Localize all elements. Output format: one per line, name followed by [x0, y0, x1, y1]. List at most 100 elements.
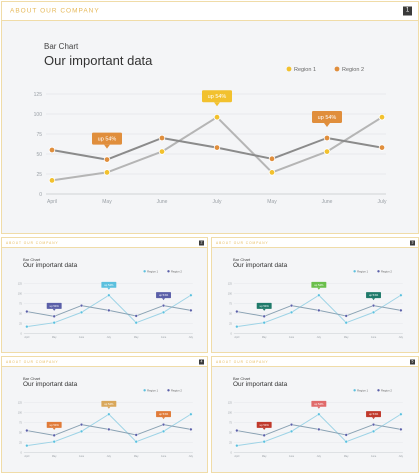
data-point [213, 113, 221, 121]
data-point [189, 293, 193, 297]
page-number: 4 [199, 359, 204, 364]
callout-pointer [107, 406, 111, 409]
y-tick-label: 50 [229, 432, 232, 435]
slide-5[interactable]: ABOUT OUR COMPANY 5 Bar Chart Our import… [211, 356, 419, 473]
data-point [189, 308, 193, 312]
callout-pointer [162, 298, 166, 301]
legend-marker [377, 389, 380, 392]
data-point [103, 169, 111, 176]
data-point [262, 314, 266, 318]
slide-header: ABOUT OUR COMPANY 4 [2, 357, 207, 367]
data-point [289, 423, 294, 427]
slide-4[interactable]: ABOUT OUR COMPANY 4 Bar Chart Our import… [1, 356, 208, 473]
data-point [289, 310, 294, 314]
x-tick-label: June [161, 455, 167, 458]
y-tick-label: 100 [18, 293, 23, 296]
y-tick-label: 75 [229, 303, 232, 306]
data-point [289, 429, 294, 433]
chart-title: Our important data [44, 53, 153, 68]
data-point [158, 148, 166, 155]
legend-label: Region 1 [357, 388, 368, 392]
page-number: 2 [199, 240, 204, 245]
data-point [371, 429, 376, 433]
legend-label: Region 2 [381, 269, 392, 273]
data-point [344, 433, 348, 437]
data-point [52, 314, 56, 318]
callout-bubble [156, 411, 171, 418]
callout-label: up 54% [314, 283, 324, 287]
callout-pointer [262, 308, 266, 311]
x-tick-label: May [134, 336, 139, 339]
x-tick-label: June [157, 199, 168, 205]
callout-bubble [256, 302, 272, 309]
callout-pointer [162, 417, 166, 420]
callout-pointer [317, 287, 321, 290]
data-point [317, 412, 321, 416]
y-tick-label: 25 [19, 322, 22, 325]
data-point [25, 309, 29, 314]
callout-pointer [317, 406, 321, 409]
data-point [134, 433, 138, 437]
callout-bubble [311, 281, 327, 288]
x-tick-label: July [399, 455, 404, 458]
y-tick-label: 100 [18, 412, 23, 415]
page-number: 5 [410, 359, 415, 364]
data-point [158, 134, 166, 142]
data-point [134, 314, 138, 318]
chart-subtitle: Bar Chart [23, 257, 41, 262]
callout-label: up 54% [104, 402, 114, 406]
section-label: ABOUT OUR COMPANY [6, 240, 59, 245]
data-point [48, 146, 56, 154]
legend-label: Region 1 [357, 269, 368, 273]
callout-bubble [156, 292, 171, 299]
x-tick-label: July [378, 199, 387, 205]
callout-pointer [214, 102, 220, 107]
legend-marker [143, 389, 146, 392]
x-tick-label: May [262, 336, 267, 339]
chart-subtitle: Bar Chart [23, 376, 41, 381]
chart-subtitle: Bar Chart [233, 376, 251, 381]
x-tick-label: June [289, 455, 295, 458]
x-tick-label: May [52, 455, 57, 458]
legend-marker [353, 270, 356, 273]
y-tick-label: 0 [231, 451, 233, 454]
callout-label: up 54% [50, 423, 60, 427]
line-chart: 0 25 50 75 100 125 April May June July May June July… [34, 66, 387, 205]
data-point [262, 321, 266, 325]
data-point [399, 308, 403, 312]
legend-label: Region 2 [342, 67, 364, 73]
data-point [103, 156, 111, 163]
legend-label: Region 2 [171, 388, 182, 392]
callout-bubble [366, 411, 381, 418]
x-tick-label: April [24, 455, 29, 458]
x-tick-label: April [234, 455, 239, 458]
data-point [25, 428, 29, 433]
data-point [161, 423, 166, 427]
slide-3[interactable]: ABOUT OUR COMPANY 3 Bar Chart Our import… [211, 237, 419, 353]
x-tick-label: June [289, 336, 295, 339]
slide-1[interactable]: ABOUT OUR COMPANY 1 Bar Chart Our import… [1, 1, 419, 234]
data-point [107, 308, 111, 312]
y-tick-label: 75 [19, 422, 22, 425]
x-tick-label: June [371, 455, 377, 458]
y-tick-label: 0 [39, 192, 42, 198]
data-point [344, 440, 348, 444]
chart-title: Our important data [23, 262, 78, 269]
x-tick-label: June [322, 199, 333, 205]
data-point [378, 144, 386, 151]
callout-bubble [256, 421, 272, 428]
slide-2[interactable]: ABOUT OUR COMPANY 2 Bar Chart Our import… [1, 237, 208, 353]
x-tick-label: June [79, 336, 85, 339]
legend-marker [353, 389, 356, 392]
x-tick-label: June [79, 455, 85, 458]
callout-label: up 54% [369, 293, 379, 297]
callout-pointer [52, 308, 56, 311]
data-point [235, 309, 239, 314]
data-point [378, 113, 386, 121]
x-tick-label: May [262, 455, 267, 458]
data-point [235, 325, 239, 329]
data-point [107, 427, 111, 431]
legend-marker [286, 66, 292, 72]
data-point [52, 440, 56, 444]
x-tick-label: April [47, 199, 57, 205]
